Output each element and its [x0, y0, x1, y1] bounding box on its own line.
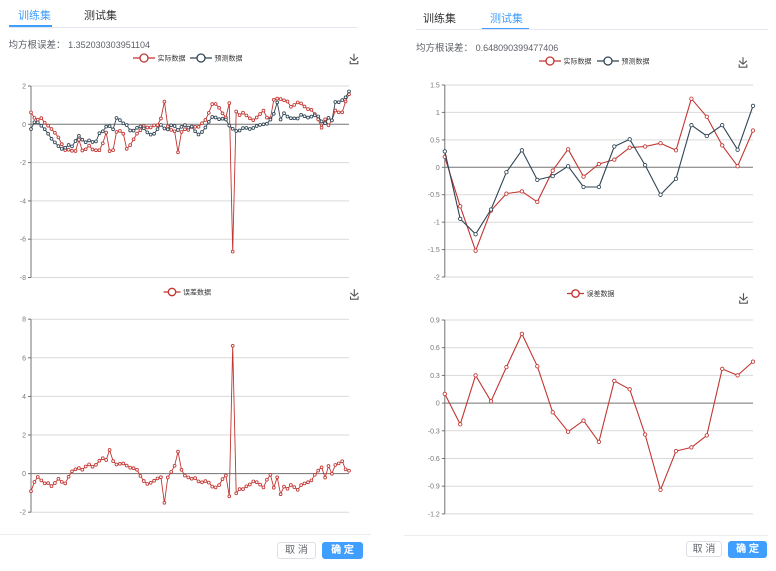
- svg-text:0.9: 0.9: [430, 318, 440, 325]
- svg-text:0.5: 0.5: [430, 137, 440, 144]
- svg-text:0: 0: [22, 471, 26, 478]
- svg-text:0: 0: [22, 122, 26, 129]
- svg-text:-1: -1: [434, 220, 440, 227]
- svg-text:6: 6: [22, 355, 26, 362]
- svg-text:0.6: 0.6: [430, 345, 440, 352]
- svg-text:误差数据: 误差数据: [183, 288, 211, 297]
- svg-text:0: 0: [436, 401, 440, 408]
- svg-text:-4: -4: [20, 198, 26, 205]
- svg-text:-0.6: -0.6: [428, 456, 440, 463]
- svg-text:预测数据: 预测数据: [215, 54, 243, 63]
- svg-text:2: 2: [22, 433, 26, 440]
- svg-text:-2: -2: [20, 160, 26, 167]
- svg-text:实际数据: 实际数据: [158, 54, 186, 63]
- svg-text:-6: -6: [20, 237, 26, 244]
- svg-text:4: 4: [22, 394, 26, 401]
- svg-text:0.3: 0.3: [430, 373, 440, 380]
- svg-text:1: 1: [436, 110, 440, 117]
- svg-text:误差数据: 误差数据: [587, 289, 615, 298]
- svg-text:-0.3: -0.3: [428, 428, 440, 435]
- svg-text:0: 0: [436, 165, 440, 172]
- svg-text:-0.9: -0.9: [428, 484, 440, 491]
- svg-text:-8: -8: [20, 275, 26, 282]
- svg-text:8: 8: [22, 317, 26, 324]
- svg-text:实际数据: 实际数据: [564, 57, 592, 66]
- svg-text:-2: -2: [20, 510, 26, 517]
- svg-text:-0.5: -0.5: [428, 192, 440, 199]
- svg-text:预测数据: 预测数据: [622, 57, 650, 66]
- svg-text:2: 2: [22, 84, 26, 91]
- svg-text:-2: -2: [434, 275, 440, 282]
- svg-text:-1.5: -1.5: [428, 247, 440, 254]
- svg-text:1.5: 1.5: [430, 83, 440, 90]
- svg-text:-1.2: -1.2: [428, 511, 440, 518]
